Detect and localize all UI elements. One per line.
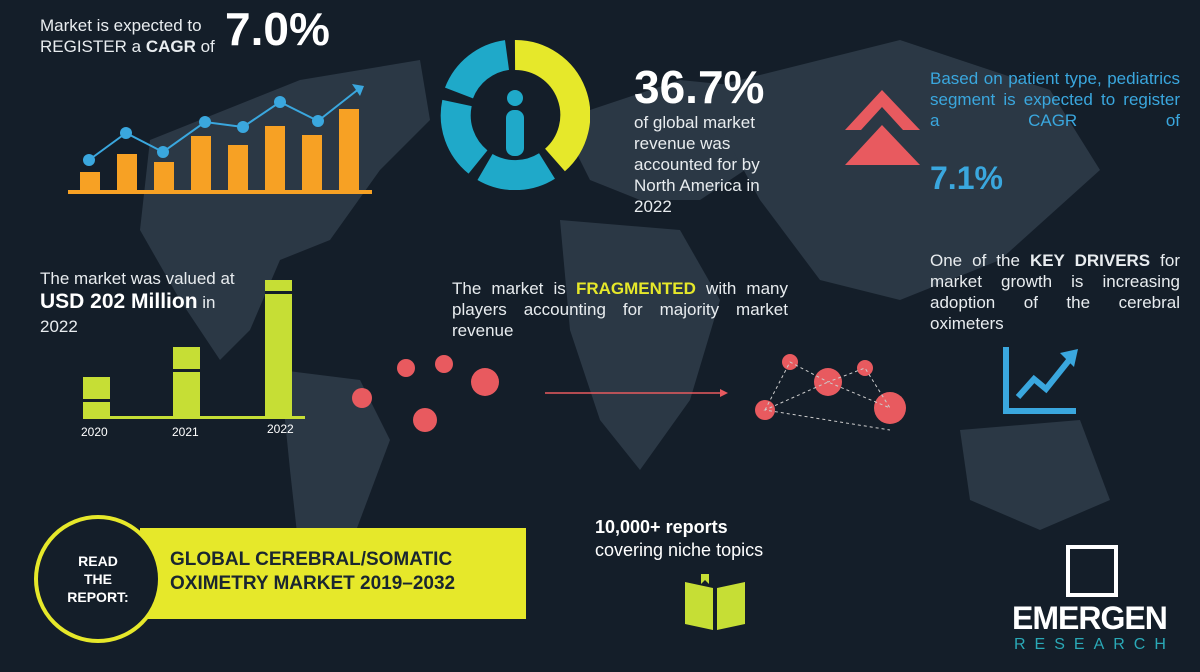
- logo-sub: RESEARCH: [1014, 636, 1175, 653]
- report-banner[interactable]: GLOBAL CEREBRAL/SOMATIC OXIMETRY MARKET …: [140, 528, 526, 619]
- report-title-2: OXIMETRY MARKET 2019–2032: [170, 573, 456, 594]
- book-icon: [685, 574, 745, 630]
- reports-count: 10,000+ reports: [595, 517, 728, 537]
- fragmented-c: with many players accounting for majorit…: [452, 279, 788, 340]
- north-america-share-donut: [440, 40, 590, 190]
- drivers-c: for market growth is increasing adoption…: [930, 251, 1180, 333]
- report-title-1: GLOBAL CEREBRAL/SOMATIC: [170, 549, 453, 570]
- drivers-keyword: KEY DRIVERS: [1029, 251, 1151, 270]
- bar-label-2022: 2022: [267, 422, 294, 436]
- read-report-label: READ THE REPORT:: [67, 553, 129, 605]
- valued-in: in: [197, 293, 216, 312]
- bar-label-2020: 2020: [81, 425, 108, 439]
- share-value: 36.7%: [634, 61, 765, 113]
- valued-year: 2022: [40, 317, 78, 336]
- double-up-arrow-icon: [845, 90, 920, 165]
- share-text: of global market revenue was accounted f…: [634, 113, 760, 216]
- cagr-line2a: REGISTER a: [40, 37, 146, 56]
- fragmented-a: The market is: [452, 279, 576, 298]
- cagr-line1: Market is expected to: [40, 16, 202, 35]
- cagr-of: of: [195, 37, 215, 56]
- valued-amount: USD 202 Million: [40, 290, 198, 313]
- cagr-value: 7.0%: [225, 3, 330, 55]
- bar-label-2021: 2021: [172, 425, 199, 439]
- cagr-label: CAGR: [145, 37, 196, 56]
- reports-text: covering niche topics: [595, 540, 764, 560]
- drivers-a: One of the: [930, 251, 1030, 270]
- fragmented-pins-illustration: [352, 354, 906, 432]
- read-report-button[interactable]: READ THE REPORT:: [34, 515, 162, 643]
- growth-bar-icon: [68, 84, 372, 194]
- person-icon: [506, 90, 524, 156]
- market-value-bars: [83, 280, 305, 419]
- cagr-text: Market is expected to REGISTER a CAGR of: [40, 15, 215, 57]
- pediatric-value: 7.1%: [930, 160, 1003, 196]
- logo-mark: [1066, 545, 1118, 597]
- drivers-text: One of the KEY DRIVERS for market growth…: [930, 250, 1180, 334]
- valued-line1: The market was valued at: [40, 269, 235, 288]
- fragmented-keyword: FRAGMENTED: [575, 279, 696, 298]
- fragmented-text: The market is FRAGMENTED with many playe…: [452, 278, 788, 341]
- growth-chart-icon: [1003, 347, 1078, 414]
- logo-name: EMERGEN: [1012, 600, 1168, 636]
- pediatric-text: Based on patient type, pediatrics segmen…: [930, 69, 1180, 130]
